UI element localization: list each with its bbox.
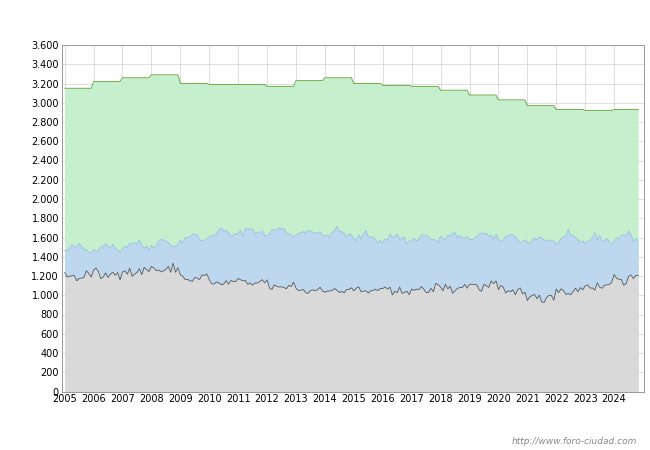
Text: Cortegana - Evolucion de la poblacion en edad de Trabajar Noviembre de 2024: Cortegana - Evolucion de la poblacion en… [62,14,588,27]
Text: http://www.foro-ciudad.com: http://www.foro-ciudad.com [512,436,637,446]
